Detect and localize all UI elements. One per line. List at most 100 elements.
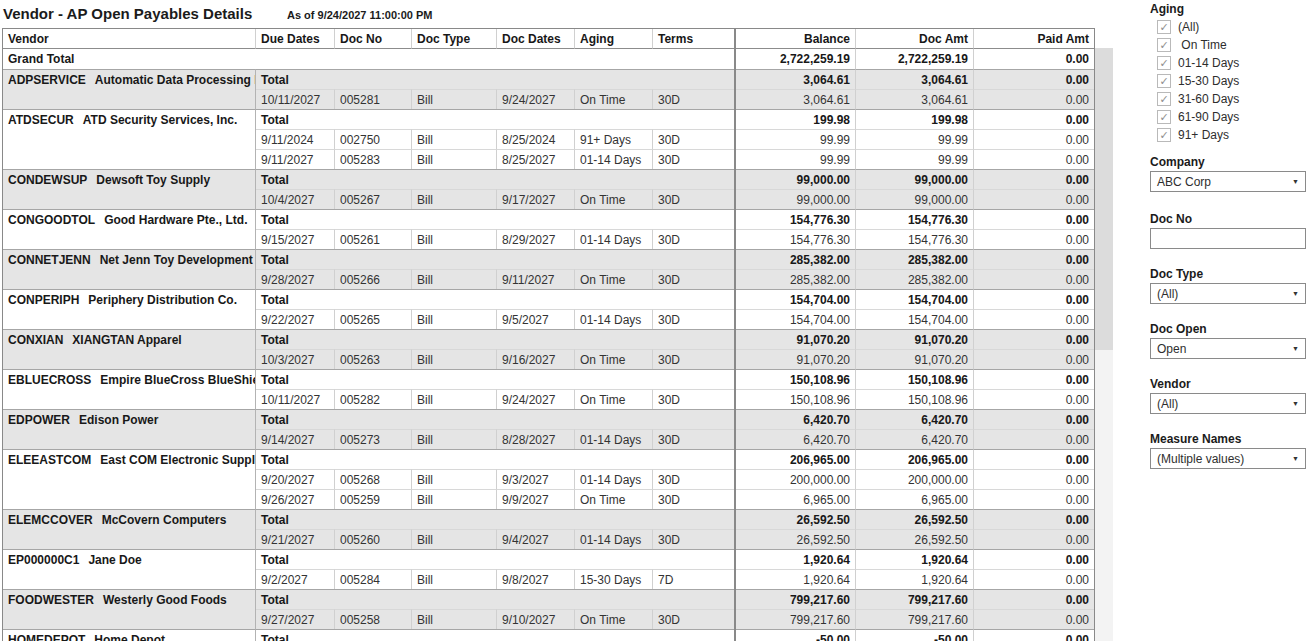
aging-option[interactable]: ✓ On Time	[1157, 36, 1239, 54]
checkbox-check-icon[interactable]: ✓	[1157, 128, 1171, 142]
cell-balance: 154,776.30	[736, 209, 856, 229]
vendor-total-row: ELEEASTCOMEast COM Electronic SuppliesTo…	[3, 449, 734, 469]
cell-doc_date: 9/11/2027	[497, 269, 575, 289]
vendor-total-row: CONDEWSUPDewsoft Toy SupplyTotal	[3, 169, 734, 189]
checkbox-check-icon[interactable]: ✓	[1157, 74, 1171, 88]
cell-doc_no: 005281	[335, 89, 412, 109]
chevron-down-icon: ▼	[1292, 345, 1299, 352]
vendor-name: East COM Electronic Supplies	[100, 453, 256, 467]
cell-balance: 3,064.61	[736, 69, 856, 89]
total-label: Total	[256, 209, 734, 229]
cell-doc_amt: 154,704.00	[856, 289, 974, 309]
vendor-total-row: CONNETJENNNet Jenn Toy DevelopmentTotal	[3, 249, 734, 269]
cell-balance: 26,592.50	[736, 529, 856, 549]
cell-balance: 1,920.64	[736, 549, 856, 569]
cell-balance: 6,420.70	[736, 429, 856, 449]
checkbox-check-icon[interactable]: ✓	[1157, 92, 1171, 106]
cell-doc_amt: 150,108.96	[856, 369, 974, 389]
doc-open-select[interactable]: Open ▼	[1150, 338, 1306, 359]
cell-doc_type: Bill	[412, 389, 497, 409]
doc-no-input[interactable]	[1150, 228, 1306, 249]
cell-balance: 799,217.60	[736, 589, 856, 609]
checkbox-check-icon[interactable]: ✓	[1157, 20, 1171, 34]
cell-aging: 01-14 Days	[575, 149, 653, 169]
cell-terms: 30D	[653, 349, 734, 369]
aging-option-label: (All)	[1178, 20, 1199, 34]
vendor-code: CONGOODTOL	[8, 213, 95, 227]
aging-option[interactable]: ✓ (All)	[1157, 18, 1239, 36]
payables-table-left: VendorDue DatesDoc NoDoc TypeDoc DatesAg…	[2, 28, 735, 641]
cell-doc_no: 005259	[335, 489, 412, 509]
cell-doc_no: 005260	[335, 529, 412, 549]
vendor-name: XIANGTAN Apparel	[72, 333, 181, 347]
detail-row: 3,064.613,064.610.00	[736, 89, 1094, 109]
cell-balance: 154,704.00	[736, 309, 856, 329]
vendor-cell: ELEMCCOVERMcCovern Computers	[3, 509, 256, 549]
vendor-name: Westerly Good Foods	[103, 593, 227, 607]
cell-due: 9/2/2027	[256, 569, 335, 589]
vendor-cell: CONGOODTOL Good Hardware Pte., Ltd.	[3, 209, 256, 249]
vertical-scrollbar-track[interactable]	[1095, 48, 1113, 641]
cell-doc_amt: 1,920.64	[856, 549, 974, 569]
cell-paid_amt: 0.00	[974, 149, 1094, 169]
aging-option[interactable]: ✓01-14 Days	[1157, 54, 1239, 72]
detail-row: 154,704.00154,704.000.00	[736, 309, 1094, 329]
cell-paid_amt: 0.00	[974, 209, 1094, 229]
cell-doc_no: 005258	[335, 609, 412, 629]
total-label: Total	[256, 169, 734, 189]
measure-names-select-value: (Multiple values)	[1157, 452, 1244, 466]
vendor-name: Edison Power	[79, 413, 158, 427]
checkbox-check-icon[interactable]: ✓	[1157, 38, 1171, 52]
cell-doc_no: 005283	[335, 149, 412, 169]
detail-row: 99.9999.990.00	[736, 129, 1094, 149]
checkbox-check-icon[interactable]: ✓	[1157, 56, 1171, 70]
aging-option[interactable]: ✓61-90 Days	[1157, 108, 1239, 126]
vendor-total-row: -50.00-50.000.00	[736, 629, 1094, 641]
measure-names-select[interactable]: (Multiple values) ▼	[1150, 448, 1306, 469]
aging-option[interactable]: ✓31-60 Days	[1157, 90, 1239, 108]
aging-option-label: On Time	[1178, 38, 1227, 52]
vendor-select-value: (All)	[1157, 397, 1178, 411]
cell-due: 9/11/2024	[256, 129, 335, 149]
vendor-code: CONNETJENN	[8, 253, 91, 267]
vendor-total-row: CONXIANXIANGTAN ApparelTotal	[3, 329, 734, 349]
column-header: Vendor	[3, 29, 256, 49]
grand-total-label: Grand Total	[3, 49, 734, 69]
vendor-select[interactable]: (All) ▼	[1150, 393, 1306, 414]
cell-terms: 30D	[653, 529, 734, 549]
cell-doc_date: 8/29/2027	[497, 229, 575, 249]
cell-due: 9/11/2027	[256, 149, 335, 169]
checkbox-check-icon[interactable]: ✓	[1157, 110, 1171, 124]
cell-paid_amt: 0.00	[974, 349, 1094, 369]
aging-option[interactable]: ✓15-30 Days	[1157, 72, 1239, 90]
cell-doc_amt: 200,000.00	[856, 469, 974, 489]
cell-doc_amt: 99,000.00	[856, 189, 974, 209]
cell-doc_no: 005273	[335, 429, 412, 449]
aging-option[interactable]: ✓91+ Days	[1157, 126, 1239, 144]
vendor-total-row: 6,420.706,420.700.00	[736, 409, 1094, 429]
cell-aging: 15-30 Days	[575, 569, 653, 589]
total-label: Total	[256, 509, 734, 529]
aging-filter-label: Aging	[1150, 2, 1184, 16]
cell-paid_amt: 0.00	[974, 229, 1094, 249]
doc-type-select[interactable]: (All) ▼	[1150, 283, 1306, 304]
vertical-scrollbar-thumb[interactable]	[1095, 48, 1113, 350]
cell-due: 10/4/2027	[256, 189, 335, 209]
cell-doc_no: 005266	[335, 269, 412, 289]
detail-row: 200,000.00200,000.000.00	[736, 469, 1094, 489]
cell-terms: 30D	[653, 609, 734, 629]
chevron-down-icon: ▼	[1292, 290, 1299, 297]
vendor-cell: EP000000C1Jane Doe	[3, 549, 256, 589]
cell-terms: 30D	[653, 389, 734, 409]
cell-doc_date: 9/4/2027	[497, 529, 575, 549]
vendor-total-row: HOMEDEPOTHome DepotTotal	[3, 629, 734, 641]
vendor-code: ATDSECUR	[8, 113, 74, 127]
vendor-name: Good Hardware Pte., Ltd.	[104, 213, 247, 227]
company-select[interactable]: ABC Corp ▼	[1150, 171, 1306, 192]
cell-doc_amt: 3,064.61	[856, 89, 974, 109]
vendor-cell: ADPSERVICEAutomatic Data Processing Inc.	[3, 69, 256, 109]
vendor-total-row: EBLUECROSSEmpire BlueCross BlueShieldTot…	[3, 369, 734, 389]
vendor-name: ATD Security Services, Inc.	[83, 113, 238, 127]
vendor-code: ELEEASTCOM	[8, 453, 91, 467]
cell-doc_amt: 99,000.00	[856, 169, 974, 189]
